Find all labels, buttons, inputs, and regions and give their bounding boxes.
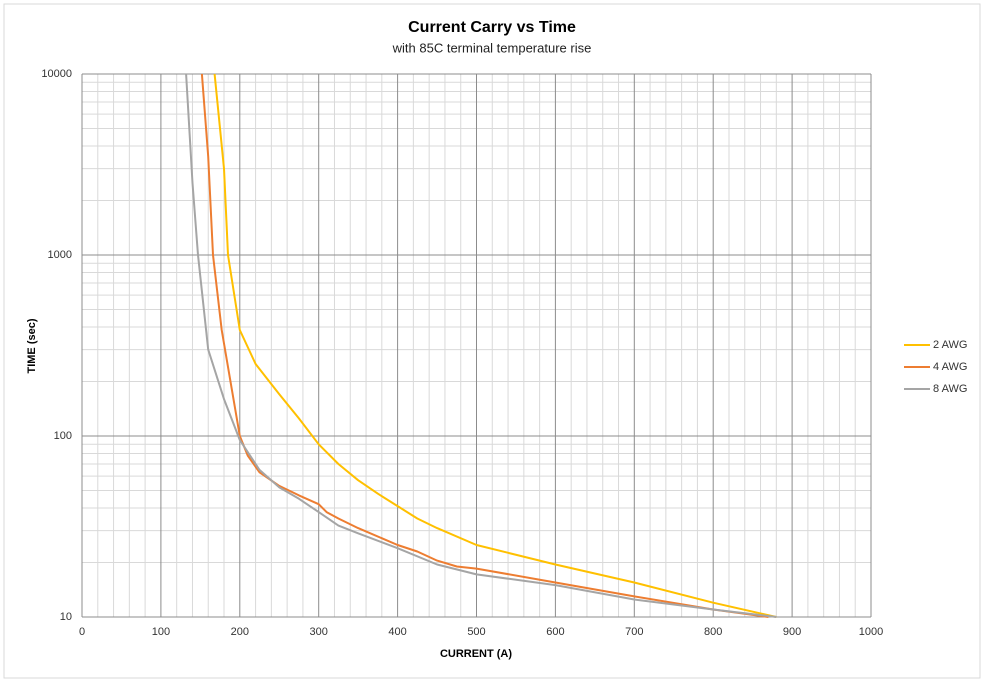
legend-label: 8 AWG bbox=[933, 383, 967, 395]
y-tick-label: 1000 bbox=[48, 249, 72, 261]
x-tick-label: 800 bbox=[704, 626, 722, 638]
x-tick-label: 300 bbox=[310, 626, 328, 638]
x-axis-title: CURRENT (A) bbox=[440, 648, 512, 660]
x-tick-label: 100 bbox=[152, 626, 170, 638]
x-tick-label: 500 bbox=[467, 626, 485, 638]
x-tick-label: 600 bbox=[546, 626, 564, 638]
y-tick-label: 10000 bbox=[41, 68, 72, 80]
y-tick-label: 100 bbox=[54, 430, 72, 442]
x-tick-label: 200 bbox=[231, 626, 249, 638]
chart-subtitle: with 85C terminal temperature rise bbox=[392, 40, 592, 55]
series-line bbox=[185, 73, 777, 618]
x-tick-label: 700 bbox=[625, 626, 643, 638]
series-line bbox=[200, 73, 769, 618]
x-tick-label: 0 bbox=[79, 626, 85, 638]
legend-label: 4 AWG bbox=[933, 361, 967, 373]
y-axis-title: TIME (sec) bbox=[26, 318, 38, 373]
series-line bbox=[213, 73, 777, 618]
x-tick-label: 400 bbox=[388, 626, 406, 638]
x-tick-label: 900 bbox=[783, 626, 801, 638]
legend-label: 2 AWG bbox=[933, 339, 967, 351]
y-tick-label: 10 bbox=[60, 611, 72, 623]
x-tick-label: 1000 bbox=[859, 626, 883, 638]
chart-title: Current Carry vs Time bbox=[408, 19, 576, 36]
